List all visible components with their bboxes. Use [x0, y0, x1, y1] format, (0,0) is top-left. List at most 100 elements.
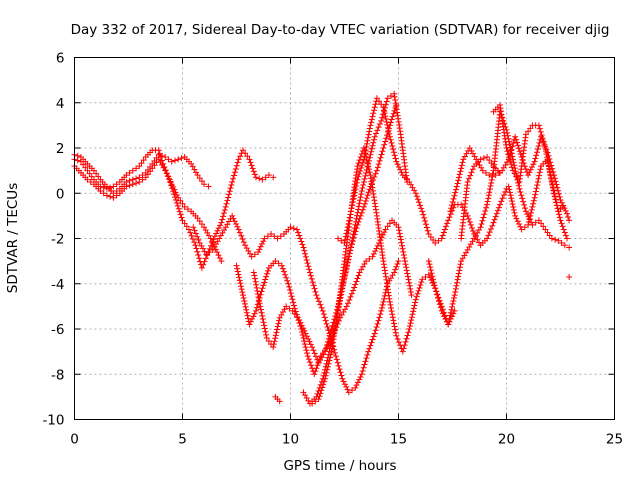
data-point	[374, 127, 381, 134]
data-point	[539, 135, 546, 142]
data-point	[394, 335, 401, 342]
data-point	[332, 353, 339, 360]
data-point	[305, 263, 312, 270]
data-point	[263, 273, 270, 280]
data-point	[80, 161, 87, 168]
data-point	[299, 241, 306, 248]
data-point	[379, 148, 386, 155]
data-point	[507, 157, 514, 164]
data-point	[403, 267, 410, 274]
data-point	[227, 185, 234, 192]
data-point	[268, 230, 275, 237]
data-point	[367, 122, 374, 129]
data-point	[196, 175, 203, 182]
data-point	[432, 240, 439, 247]
data-point	[412, 190, 419, 197]
data-point	[525, 172, 532, 179]
data-point	[308, 362, 315, 369]
data-point	[237, 280, 244, 287]
data-point	[351, 225, 358, 232]
data-point	[555, 208, 562, 215]
data-point	[387, 301, 394, 308]
data-point	[168, 181, 175, 188]
data-point	[450, 195, 457, 202]
data-point	[532, 155, 539, 162]
data-point	[430, 237, 437, 244]
data-point	[526, 169, 533, 176]
data-point	[552, 236, 559, 243]
data-point	[374, 320, 381, 327]
data-point	[374, 164, 381, 171]
data-point	[356, 376, 363, 383]
data-point	[506, 189, 513, 196]
data-point	[363, 143, 370, 150]
data-point	[506, 186, 513, 193]
data-point	[388, 139, 395, 146]
data-point	[562, 232, 569, 239]
data-point	[198, 221, 205, 228]
data-point	[237, 153, 244, 160]
data-point	[467, 172, 474, 179]
data-point	[373, 324, 380, 331]
data-point	[364, 137, 371, 144]
data-point	[377, 154, 384, 161]
data-point	[164, 173, 171, 180]
y-tick-label: -4	[51, 277, 64, 293]
data-point	[429, 273, 436, 280]
data-point	[306, 266, 313, 273]
data-point	[235, 156, 242, 163]
data-point	[397, 166, 404, 173]
data-point	[265, 172, 272, 179]
data-point	[357, 197, 364, 204]
data-point	[548, 174, 555, 181]
data-point	[139, 176, 146, 183]
data-point	[335, 362, 342, 369]
data-point	[123, 172, 130, 179]
data-point	[509, 201, 516, 208]
data-series	[71, 147, 277, 271]
data-point	[520, 198, 527, 205]
data-point	[372, 170, 379, 177]
data-point	[400, 248, 407, 255]
data-point	[345, 256, 352, 263]
data-point	[349, 234, 356, 241]
data-point	[538, 220, 545, 227]
data-point	[381, 110, 388, 117]
data-point	[558, 240, 565, 247]
data-point	[533, 185, 540, 192]
data-point	[416, 284, 423, 291]
data-point	[440, 229, 447, 236]
data-point	[215, 252, 222, 259]
data-point	[357, 154, 364, 161]
data-point	[301, 327, 308, 334]
data-point	[424, 227, 431, 234]
data-point	[527, 212, 534, 219]
data-point	[274, 326, 281, 333]
data-point	[275, 260, 282, 267]
data-point	[174, 202, 181, 209]
data-point	[379, 301, 386, 308]
data-point	[505, 183, 512, 190]
data-point	[84, 176, 91, 183]
data-point	[276, 317, 283, 324]
data-point	[404, 273, 411, 280]
data-point	[352, 221, 359, 228]
data-point	[536, 169, 543, 176]
data-point	[443, 223, 450, 230]
data-point	[241, 300, 248, 307]
data-point	[356, 157, 363, 164]
x-tick-label: 0	[70, 432, 79, 448]
data-point	[303, 256, 310, 263]
data-point	[380, 145, 387, 151]
data-point	[455, 270, 462, 277]
x-tick-label: 10	[282, 432, 299, 448]
data-point	[214, 249, 221, 256]
data-point	[149, 165, 156, 172]
data-point	[381, 229, 388, 236]
data-point	[535, 217, 542, 224]
data-point	[447, 208, 454, 215]
data-point	[390, 320, 397, 327]
data-point	[378, 101, 385, 108]
data-point	[482, 169, 489, 176]
data-point	[344, 224, 351, 231]
